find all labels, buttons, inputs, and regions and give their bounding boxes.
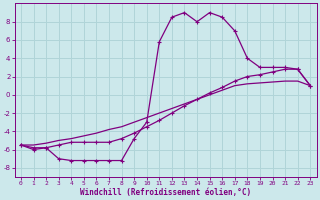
X-axis label: Windchill (Refroidissement éolien,°C): Windchill (Refroidissement éolien,°C) [80,188,251,197]
